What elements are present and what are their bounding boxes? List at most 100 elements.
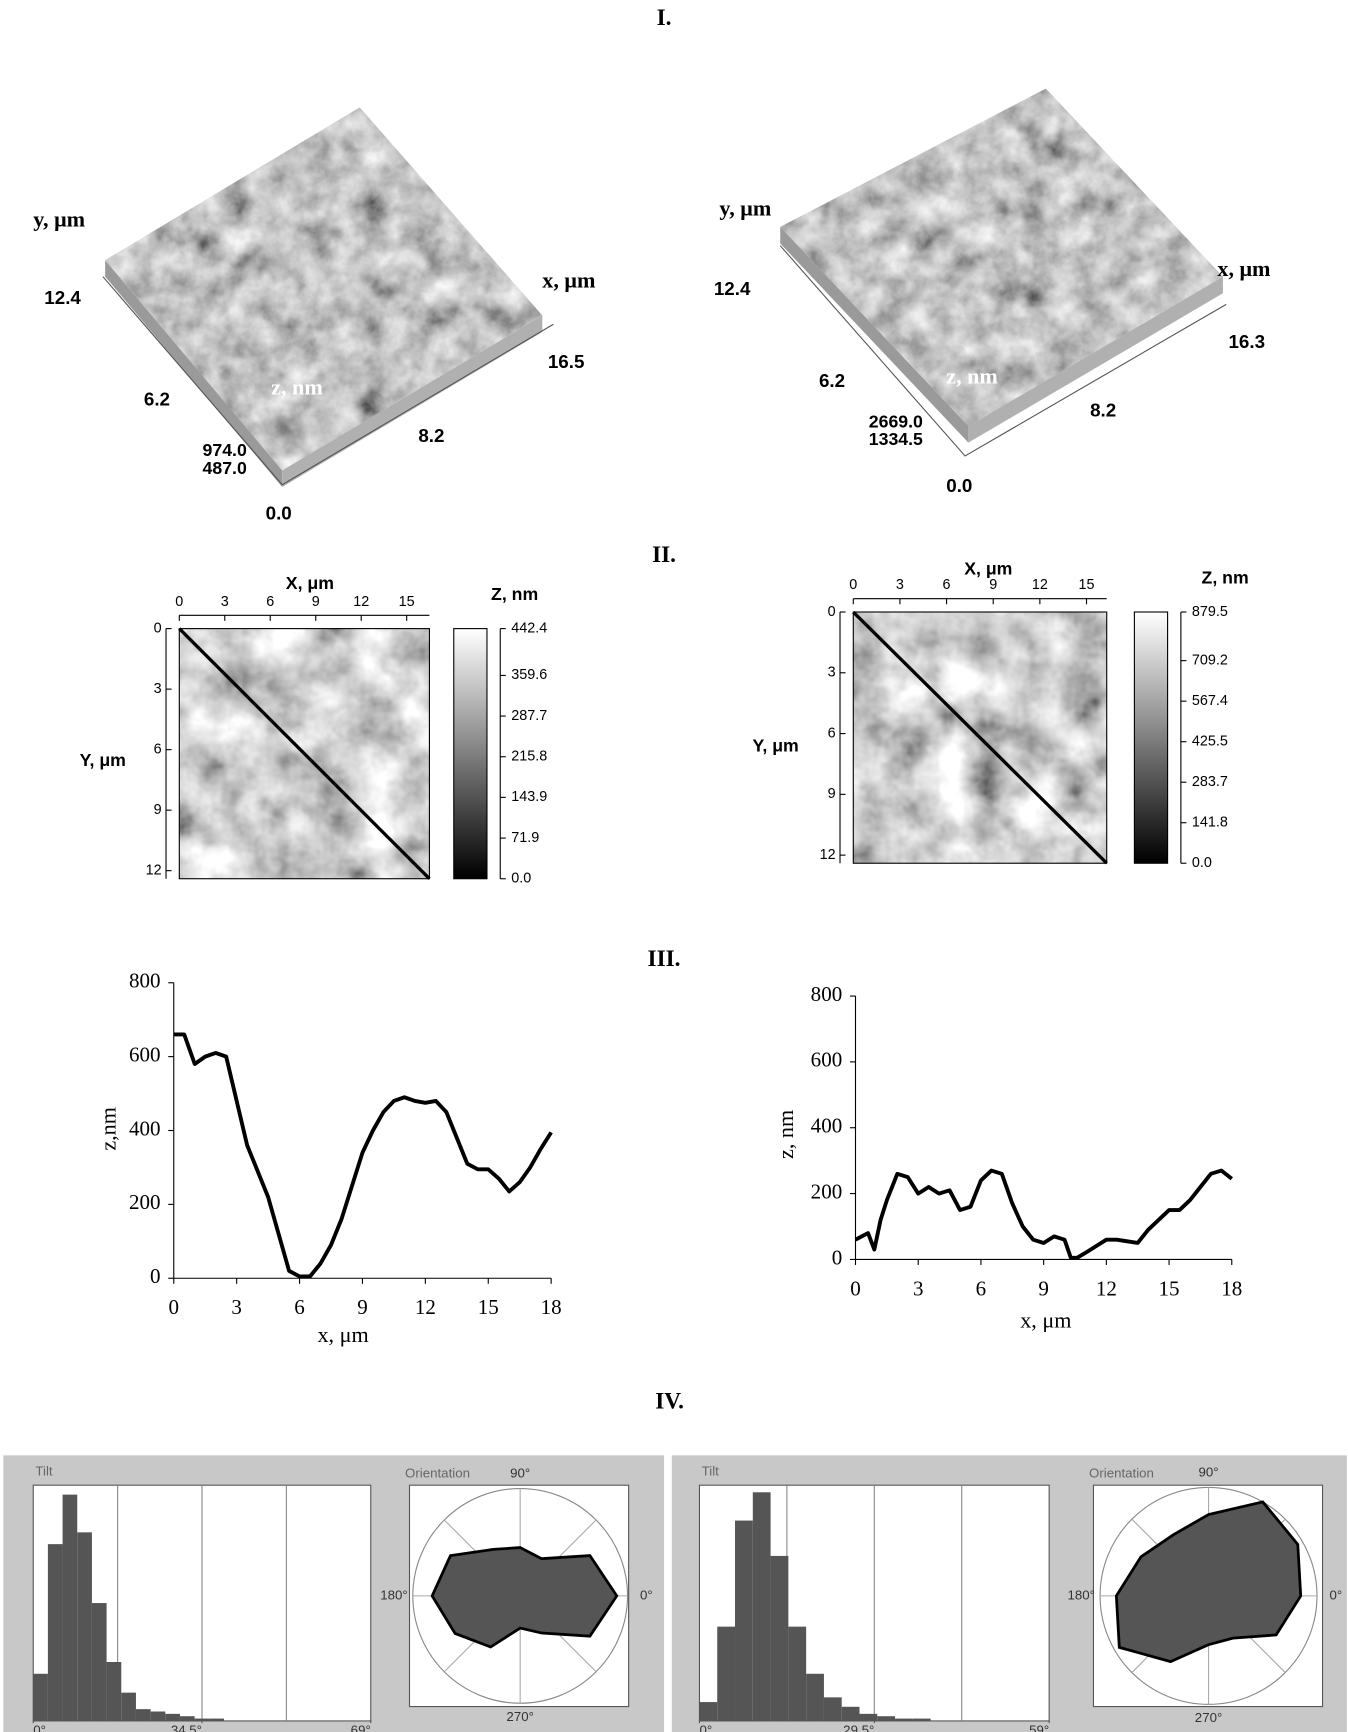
y-tick-label: 0 <box>150 1264 161 1288</box>
y-axis-label: y, μm <box>33 206 85 231</box>
x-tick-label: 0 <box>849 577 857 593</box>
y-axis-label: Y, μm <box>80 750 126 770</box>
y-tick-label: 200 <box>811 1179 843 1203</box>
z-tick-label: 974.0 <box>203 440 247 460</box>
y-tick-label: 9 <box>828 786 836 802</box>
colorbar-tick-label: 709.2 <box>1192 652 1228 668</box>
orientation-polygon <box>1114 1500 1303 1664</box>
histogram-bar <box>699 1702 718 1721</box>
surface-image <box>105 107 543 471</box>
x-axis-label: x, μm <box>1217 256 1271 281</box>
histogram-bar <box>135 1709 151 1721</box>
origin-label: 0.0 <box>946 475 972 496</box>
angle-label: 180° <box>380 1587 407 1602</box>
y-tick-label: 400 <box>129 1116 161 1140</box>
x-tick-label: 0 <box>175 594 183 610</box>
histogram-bar <box>150 1711 166 1721</box>
colorbar-tick-label: 287.7 <box>511 708 547 724</box>
x-tick-label: 18 <box>541 1295 562 1319</box>
surface-side <box>282 315 543 487</box>
colorbar-tick-label: 359.6 <box>511 667 547 683</box>
histogram-bar <box>877 1716 896 1721</box>
y-axis-label: y, μm <box>719 195 771 220</box>
surface-axes <box>102 245 1227 486</box>
y-tick-label: 400 <box>811 1114 843 1138</box>
colorbar-tick-label: 141.8 <box>1192 815 1228 831</box>
x-tick-label: 15 <box>1159 1276 1180 1300</box>
y-tick-label: 600 <box>129 1042 161 1066</box>
histogram-bar <box>209 1718 225 1721</box>
x-tick-label: 3 <box>221 594 229 610</box>
y-tick-label: 12 <box>146 862 162 878</box>
histogram-bar <box>179 1716 195 1721</box>
x-tick-label: 16.5 <box>548 351 585 372</box>
x-tick-label: 6 <box>943 577 951 593</box>
x-tick-label: 9 <box>357 1295 368 1319</box>
colorbar <box>1133 611 1169 864</box>
histogram-bar <box>823 1697 842 1721</box>
x-tick-label: 12 <box>1096 1276 1117 1300</box>
y-tick-label: 6.2 <box>819 370 845 391</box>
x-tick-label: 6 <box>266 594 274 610</box>
z-axis-label: z, nm <box>271 375 323 400</box>
colorbar-tick-label: 283.7 <box>1192 774 1228 790</box>
chart-title: Tilt <box>35 1463 53 1478</box>
colorbar-tick-label: 442.4 <box>511 620 547 636</box>
histogram-bar <box>770 1555 789 1721</box>
z-tick-label: 1334.5 <box>869 429 923 449</box>
x-tick-label: 3 <box>913 1276 924 1300</box>
histogram-bar <box>165 1713 180 1721</box>
histogram-bar <box>806 1673 824 1721</box>
y-tick-label: 12 <box>820 847 836 863</box>
section-heading: II. <box>652 542 676 568</box>
x-tick-label: 12 <box>353 594 369 610</box>
x-axis-label: X, μm <box>286 573 334 593</box>
section-heading: I. <box>657 5 672 31</box>
y-tick-label: 9 <box>154 802 162 818</box>
x-tick-label: 12 <box>1032 577 1048 593</box>
histogram-bar <box>912 1718 931 1721</box>
y-tick-label: 6 <box>154 741 162 757</box>
histogram-bar <box>121 1692 136 1721</box>
profile-curve <box>854 1168 1233 1260</box>
histogram-bar <box>194 1718 210 1721</box>
map-frame <box>852 611 1108 864</box>
x-tick-label: 69° <box>351 1722 371 1732</box>
profile-curve <box>173 1032 553 1279</box>
map-frame <box>178 628 430 880</box>
profile-line <box>852 610 1108 865</box>
colorbar-label: Z, nm <box>1202 567 1249 587</box>
x-tick-label: 34.5° <box>171 1722 202 1732</box>
angle-label: 180° <box>1068 1587 1095 1602</box>
x-axis-label: x, μm <box>542 267 596 292</box>
orientation-polygon <box>430 1546 619 1649</box>
y-tick-label: 0 <box>154 620 162 636</box>
y-tick-label: 12.4 <box>714 278 751 299</box>
histogram-bar <box>735 1520 753 1721</box>
profile-line <box>178 627 431 880</box>
x-tick-label: 18 <box>1221 1276 1242 1300</box>
x-tick-label: 9 <box>989 577 997 593</box>
y-tick-label: 12.4 <box>44 287 81 308</box>
histogram-bar <box>33 1673 48 1721</box>
colorbar-tick-label: 567.4 <box>1192 693 1228 709</box>
x-tick-label: 3 <box>896 577 904 593</box>
colorbar-tick-label: 0.0 <box>1192 855 1212 871</box>
colorbar-tick-label: 0.0 <box>511 871 531 887</box>
x-tick-label: 6 <box>294 1295 305 1319</box>
chart-title: Tilt <box>702 1463 720 1478</box>
z-tick-label: 487.0 <box>203 458 247 478</box>
origin-label: 0.0 <box>266 503 292 524</box>
colorbar-tick-label: 215.8 <box>511 749 547 765</box>
x-tick-label: 15 <box>478 1295 499 1319</box>
x-tick-label: 8.2 <box>418 425 444 446</box>
y-axis-label: Y, μm <box>753 736 799 756</box>
angle-label: 90° <box>1199 1465 1219 1480</box>
y-tick-label: 6.2 <box>144 389 170 410</box>
angle-label: 90° <box>510 1466 530 1481</box>
x-tick-label: 9 <box>1038 1276 1049 1300</box>
surface-side <box>105 260 283 487</box>
x-tick-label: 15 <box>1079 577 1095 593</box>
